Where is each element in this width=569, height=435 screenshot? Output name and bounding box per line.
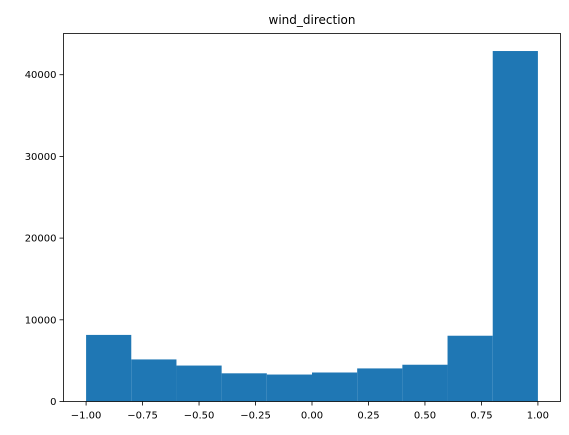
plot-frame xyxy=(63,33,561,402)
x-tick-label: 0.25 xyxy=(357,411,379,422)
x-tick-label: 0.75 xyxy=(470,411,492,422)
x-tick-label: 0.50 xyxy=(414,411,436,422)
x-tick-label: −0.75 xyxy=(127,411,158,422)
y-axis: 0 10000 20000 30000 40000 xyxy=(25,70,64,408)
histogram-bar xyxy=(266,374,312,402)
histogram-bar xyxy=(176,365,222,402)
x-tick-label: 1.00 xyxy=(527,411,549,422)
histogram-bar xyxy=(357,368,403,402)
histogram-bar xyxy=(492,51,538,402)
histogram-bar xyxy=(447,335,493,402)
y-tick-label: 10000 xyxy=(25,315,57,326)
histogram-bar xyxy=(86,334,132,402)
x-tick-label: −0.25 xyxy=(240,411,271,422)
x-tick-label: 0.00 xyxy=(301,411,323,422)
histogram-bar xyxy=(402,364,448,402)
x-axis: −1.00 −0.75 −0.50 −0.25 0.00 0.25 0.50 0.75 1.00 xyxy=(71,401,549,422)
y-tick-label: 20000 xyxy=(25,234,57,245)
y-tick-label: 30000 xyxy=(25,152,57,163)
x-tick-label: −0.50 xyxy=(184,411,215,422)
bars-group xyxy=(86,51,538,402)
x-tick-label: −1.00 xyxy=(71,411,102,422)
chart-title: wind_direction xyxy=(269,13,356,27)
y-tick-label: 40000 xyxy=(25,70,57,81)
histogram-bar xyxy=(221,373,267,402)
histogram-bar xyxy=(312,372,358,402)
y-tick-label: 0 xyxy=(50,397,56,408)
histogram-bar xyxy=(131,359,177,402)
